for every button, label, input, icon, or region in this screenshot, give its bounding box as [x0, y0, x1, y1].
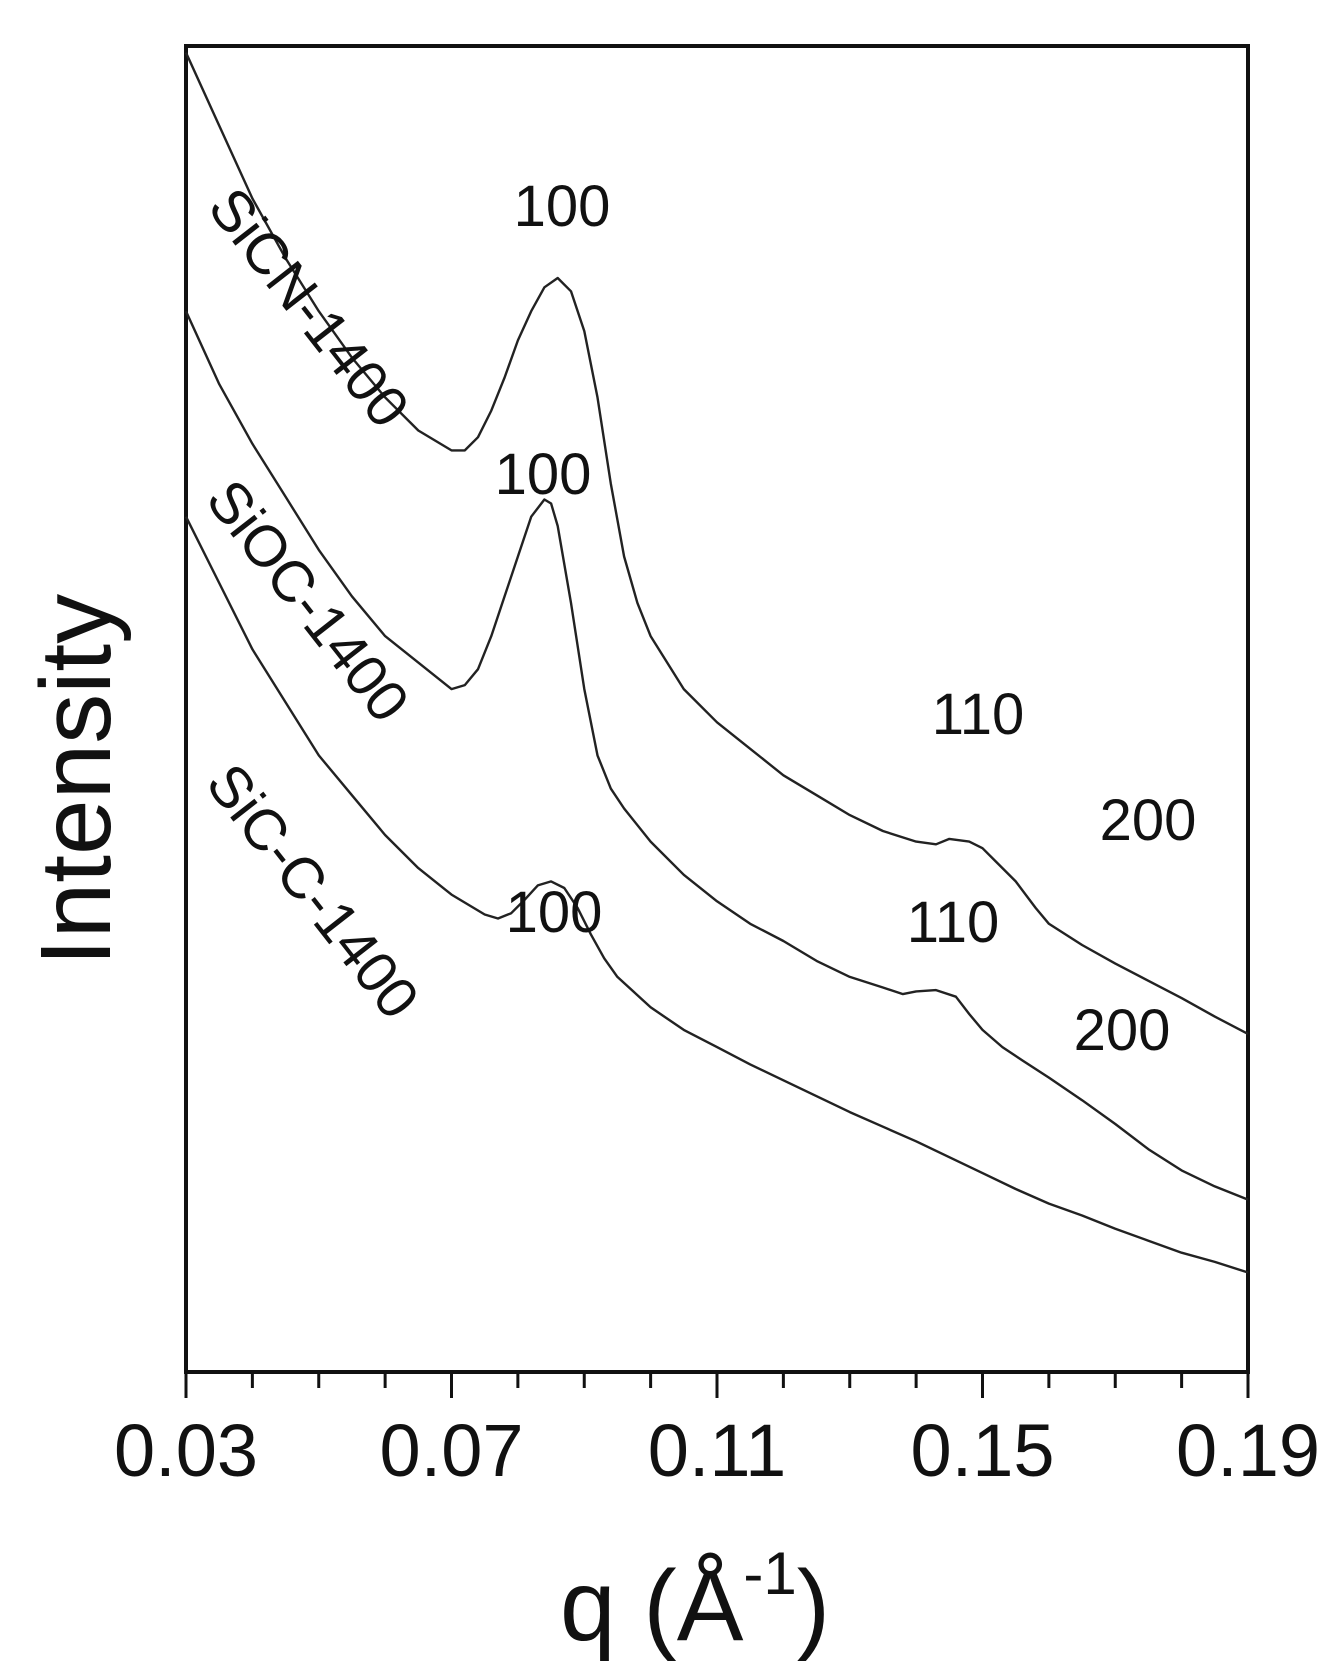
x-axis-title-unit: Å	[677, 1550, 744, 1662]
x-axis-title-main: q (	[560, 1550, 677, 1662]
x-axis-tick-labels: 0.03 0.07 0.11 0.15 0.19	[114, 1409, 1320, 1492]
x-axis-title: q (Å-1)	[560, 1540, 830, 1662]
series-line-sicn-1400	[184, 52, 1249, 1035]
peak-label-sicc-100: 100	[506, 880, 603, 945]
series-label-sicn: SiCN-1400	[196, 176, 422, 440]
peak-label-sioc-200: 200	[1074, 998, 1171, 1063]
y-axis-title: Intensity	[20, 594, 132, 966]
x-tick-label: 0.15	[910, 1409, 1054, 1492]
series-line-sioc-1400	[184, 310, 1249, 1201]
series-line-sic-c-1400	[184, 516, 1249, 1274]
peak-label-sioc-110: 110	[907, 890, 999, 955]
peak-label-sicn-200: 200	[1100, 788, 1197, 853]
x-axis-title-exponent: -1	[743, 1540, 796, 1607]
plot-frame	[184, 44, 1250, 1374]
x-tick-label: 0.11	[648, 1409, 787, 1492]
peak-label-sicn-110: 110	[932, 682, 1024, 747]
x-tick-label: 0.07	[379, 1409, 523, 1492]
series-label-sicc: SiC-C-1400	[194, 752, 432, 1031]
x-tick-label: 0.19	[1176, 1409, 1320, 1492]
x-axis-title-close: )	[797, 1550, 830, 1662]
series-lines	[184, 52, 1249, 1274]
x-axis-ticks	[184, 1372, 1250, 1398]
peak-label-sicn-100: 100	[514, 174, 611, 239]
x-tick-label: 0.03	[114, 1409, 258, 1492]
peak-label-sioc-100: 100	[495, 442, 592, 507]
